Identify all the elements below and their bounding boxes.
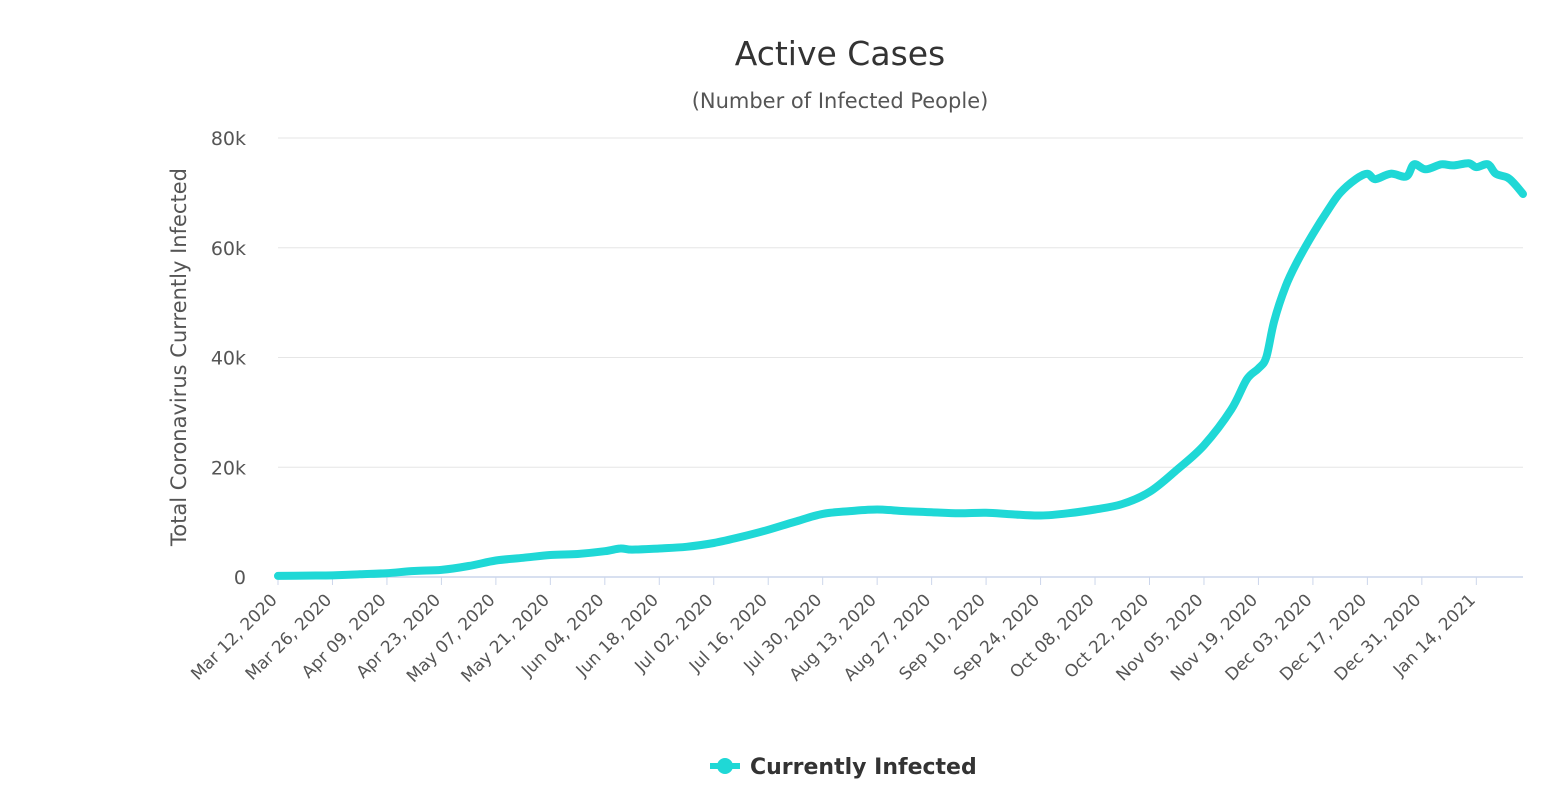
data-point[interactable] [1254,364,1262,372]
data-point[interactable] [1227,406,1235,414]
y-axis-label: Total Coronavirus Currently Infected [167,168,191,547]
data-point[interactable] [1293,257,1301,265]
data-point[interactable] [574,550,582,558]
series-line-currently-infected[interactable] [274,159,1527,580]
data-point[interactable] [1309,230,1317,238]
data-point[interactable] [1511,181,1519,189]
data-point[interactable] [546,551,554,559]
data-point[interactable] [1173,466,1181,474]
data-point[interactable] [710,539,718,547]
data-point[interactable] [819,510,827,518]
data-point[interactable] [737,533,745,541]
legend-label[interactable]: Currently Infected [750,755,977,780]
data-point[interactable] [1387,170,1395,178]
data-point[interactable] [301,572,309,580]
y-tick-label: 60k [211,238,246,260]
data-point[interactable] [628,546,636,554]
data-point[interactable] [1484,160,1492,168]
data-point[interactable] [791,518,799,526]
y-tick-label: 0 [234,567,246,589]
data-point[interactable] [1371,175,1379,183]
legend[interactable]: Currently Infected [710,755,977,780]
data-point[interactable] [1243,375,1251,383]
data-point[interactable] [1146,488,1154,496]
data-point[interactable] [328,571,336,579]
data-point[interactable] [1465,159,1473,167]
y-axis-ticks: 0 20k 40k 60k 80k [211,128,246,589]
data-point[interactable] [616,544,624,552]
data-point[interactable] [601,547,609,555]
data-point[interactable] [492,557,500,565]
data-point[interactable] [1519,190,1527,198]
data-point[interactable] [519,554,527,562]
data-point[interactable] [1118,500,1126,508]
data-point[interactable] [383,569,391,577]
data-point[interactable] [955,509,963,517]
grid-lines [278,137,1523,578]
data-point[interactable] [1363,170,1371,178]
data-point[interactable] [1503,174,1511,182]
data-point[interactable] [1437,160,1445,168]
data-point[interactable] [1064,509,1072,517]
data-point[interactable] [1352,175,1360,183]
data-point[interactable] [1037,512,1045,520]
data-point[interactable] [465,562,473,570]
data-point[interactable] [274,572,282,580]
data-point[interactable] [846,507,854,515]
data-point[interactable] [655,544,663,552]
data-point[interactable] [928,508,936,516]
data-point[interactable] [1324,205,1332,213]
data-point[interactable] [1200,441,1208,449]
data-point[interactable] [410,567,418,575]
data-point[interactable] [764,526,772,534]
chart-title: Active Cases [735,34,946,73]
data-point[interactable] [1422,165,1430,173]
data-point[interactable] [1336,189,1344,197]
data-point[interactable] [1282,282,1290,290]
chart-subtitle: (Number of Infected People) [692,89,989,113]
data-point[interactable] [1091,506,1099,514]
data-point[interactable] [982,509,990,517]
data-point[interactable] [437,566,445,574]
data-point[interactable] [1402,172,1410,180]
legend-marker-icon [717,758,733,774]
data-point[interactable] [873,506,881,514]
y-tick-label: 80k [211,128,246,150]
data-point[interactable] [1449,161,1457,169]
y-tick-label: 40k [211,348,246,370]
data-point[interactable] [900,507,908,515]
data-point[interactable] [683,543,691,551]
series-layer [274,159,1527,580]
data-point[interactable] [1492,170,1500,178]
data-point[interactable] [1009,510,1017,518]
data-point[interactable] [1410,160,1418,168]
data-point[interactable] [1262,354,1270,362]
y-tick-label: 20k [211,457,246,479]
data-point[interactable] [1270,318,1278,326]
data-point[interactable] [1472,163,1480,171]
data-point[interactable] [356,570,364,578]
